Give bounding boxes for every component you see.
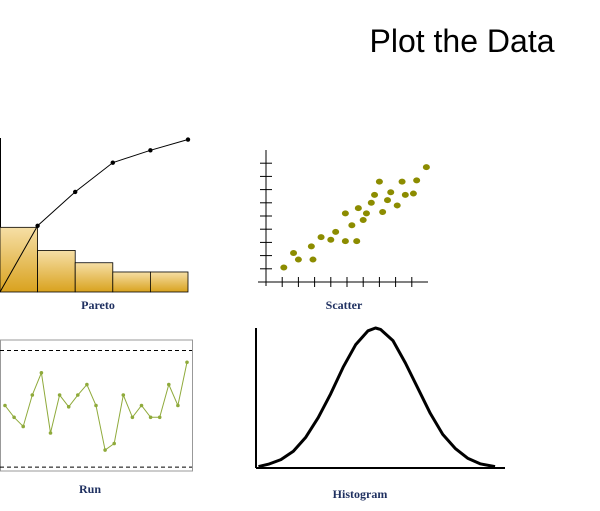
bar: [37, 250, 76, 293]
bar: [74, 262, 114, 293]
run-point: [167, 382, 171, 387]
point: [401, 191, 409, 198]
chart-label: Run: [79, 482, 101, 496]
point: [341, 238, 349, 245]
point: [290, 249, 298, 256]
point: [359, 216, 367, 223]
run-point: [157, 415, 162, 420]
point: [375, 178, 383, 185]
point: [327, 236, 335, 243]
curve: [258, 326, 496, 469]
point: [384, 197, 391, 204]
point: [332, 228, 340, 235]
cumulative-point: [35, 223, 40, 228]
run-point: [121, 393, 126, 397]
point: [367, 199, 375, 206]
run-point: [21, 424, 26, 429]
cumulative-point: [73, 189, 78, 195]
frame: [0, 339, 193, 472]
point: [354, 205, 362, 212]
point: [379, 209, 387, 216]
point: [317, 234, 325, 241]
point: [348, 222, 356, 229]
point: [409, 190, 417, 197]
point: [413, 177, 421, 184]
point: [371, 191, 379, 198]
chart-label: Histogram: [333, 487, 388, 501]
run-point: [66, 405, 71, 409]
run-point: [76, 393, 80, 397]
run-point: [3, 403, 7, 408]
run-point: [39, 370, 44, 375]
run-point: [148, 415, 153, 420]
point: [280, 264, 288, 271]
run-point: [85, 382, 89, 387]
run-point: [112, 441, 116, 446]
point: [393, 202, 401, 209]
point: [294, 256, 302, 263]
cumulative-start: [0, 225, 39, 293]
run-point: [94, 403, 98, 408]
cumulative-point: [110, 160, 116, 165]
cumulative-line: [37, 139, 189, 227]
run-point: [30, 393, 35, 397]
run-point: [185, 360, 189, 365]
run-point: [12, 415, 16, 420]
point: [387, 189, 395, 196]
run-point: [103, 448, 107, 452]
run-point: [176, 403, 180, 408]
bar: [149, 271, 189, 293]
page-title: Plot the Data: [370, 23, 555, 59]
point: [422, 164, 430, 171]
point: [398, 178, 406, 185]
run-point: [139, 403, 144, 408]
point: [341, 210, 349, 217]
bar: [112, 271, 151, 293]
chart-label: Scatter: [326, 298, 363, 312]
cumulative-point: [185, 137, 191, 142]
chart-label: Pareto: [81, 298, 115, 312]
point: [307, 243, 315, 250]
run-point: [130, 415, 135, 420]
point: [309, 256, 317, 263]
run-point: [57, 393, 62, 397]
point: [353, 238, 361, 245]
cumulative-point: [148, 148, 153, 153]
run-point: [48, 431, 53, 435]
point: [362, 210, 370, 217]
